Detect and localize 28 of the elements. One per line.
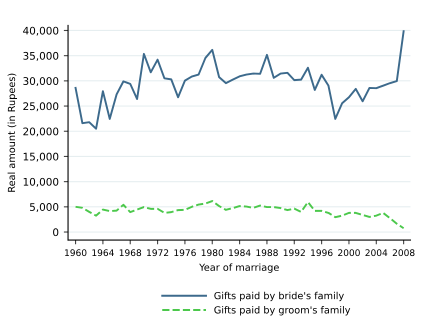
y-tick-label: 25,000 (23, 102, 58, 112)
x-tick-label: 1960 (65, 249, 86, 256)
y-tick-label: 0 (53, 228, 58, 236)
x-tick-label: 1980 (202, 249, 224, 256)
y-tick-label: 5,000 (30, 203, 58, 212)
x-axis-title: Year of marriage (199, 263, 279, 273)
y-axis-title: Real amount (in Rupees) (8, 74, 18, 192)
x-tick-label: 1968 (120, 249, 142, 256)
x-tick-label: 2008 (392, 249, 414, 256)
x-tick-label: 1976 (174, 249, 196, 256)
x-tick-label: 2000 (338, 249, 360, 256)
line-series (74, 30, 405, 130)
y-tick-label: 30,000 (23, 77, 58, 86)
line-series (74, 200, 405, 230)
x-tick-label: 1996 (311, 249, 333, 256)
y-tick-label: 20,000 (23, 127, 58, 136)
y-tick-label: 40,000 (23, 26, 58, 36)
legend-label: Gifts paid by groom's family (214, 306, 350, 316)
y-tick-label: 35,000 (23, 52, 58, 61)
y-tick-label: 15,000 (24, 152, 58, 162)
x-tick-label: 1988 (256, 249, 278, 256)
x-tick-label: 1972 (147, 249, 168, 256)
x-tick-label: 1964 (92, 249, 114, 256)
x-tick-label: 2004 (365, 249, 388, 256)
y-tick-label: 10,000 (24, 178, 58, 187)
x-tick-label: 1992 (284, 249, 305, 256)
x-tick-label: 1984 (229, 249, 251, 256)
legend-label: Gifts paid by bride's family (214, 292, 344, 302)
